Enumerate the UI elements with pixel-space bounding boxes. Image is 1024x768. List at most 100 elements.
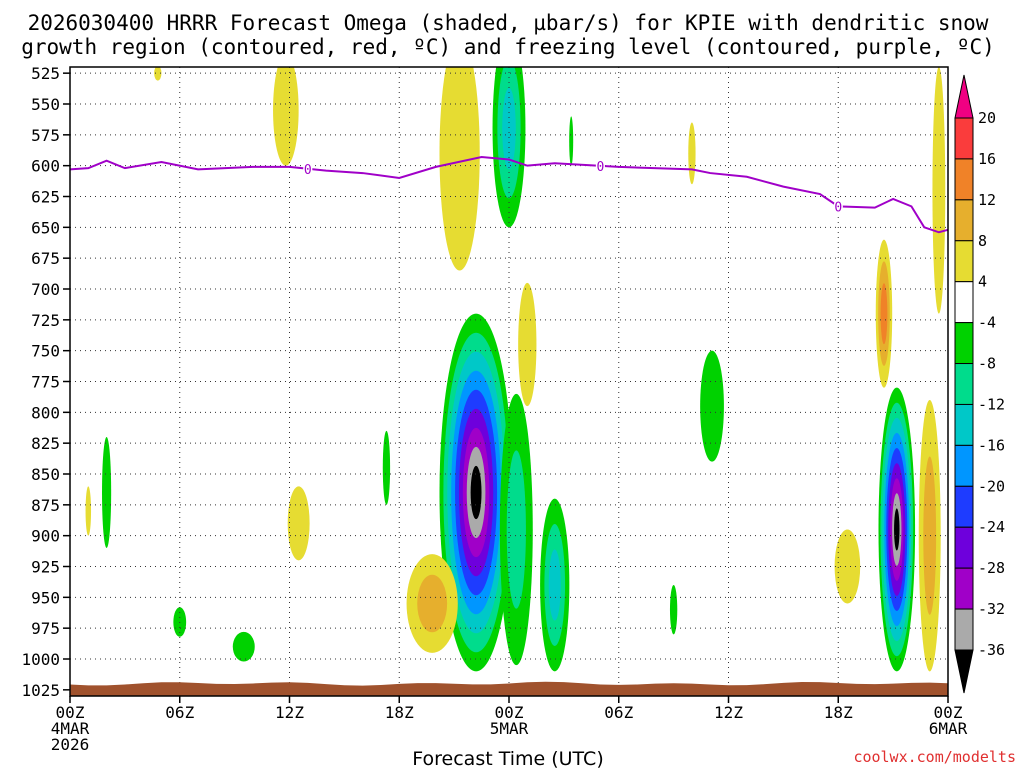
omega-level-ellipse	[417, 574, 448, 633]
omega-level-ellipse	[894, 508, 900, 551]
x-tick-date-label: 2026	[51, 735, 90, 754]
freezing-level-contour: 0 0 0	[69, 156, 949, 234]
omega-feature-sink-upper-23z	[932, 67, 946, 314]
y-tick-label: 850	[31, 465, 60, 484]
y-tick-label: 825	[31, 434, 60, 453]
y-tick-label: 575	[31, 126, 60, 145]
x-tick-label: 12Z	[714, 703, 743, 722]
y-tick-label: 750	[31, 342, 60, 361]
colorbar-tick-label: 16	[978, 150, 996, 168]
y-tick-label: 525	[31, 64, 60, 83]
x-tick-label: 00Z	[934, 703, 963, 722]
colorbar-tick-label: -28	[978, 559, 1005, 577]
omega-feature-sink-low-23z	[918, 400, 941, 672]
omega-feature-sink-upper-10z	[688, 122, 696, 185]
omega-feature-sink-low-20z	[406, 554, 458, 653]
y-tick-label: 600	[31, 157, 60, 176]
y-tick-label: 550	[31, 95, 60, 114]
freezing-level-contour-label: 0	[834, 200, 842, 215]
credit-text: coolwx.com/modelts	[853, 748, 1016, 766]
omega-feature-ascent-small-10z	[232, 631, 255, 662]
omega-level-ellipse	[470, 465, 482, 520]
omega-feature-ascent-11z	[700, 350, 724, 462]
omega-feature-ascent-core-5mar	[439, 313, 513, 672]
x-tick-label: 18Z	[385, 703, 414, 722]
colorbar-tick-label: -32	[978, 600, 1005, 618]
omega-level-ellipse	[932, 67, 946, 314]
colorbar-tick-label: -4	[978, 314, 996, 332]
colorbar-bin	[954, 403, 974, 446]
y-tick-label: 875	[31, 496, 60, 515]
omega-feature-ascent-small-03z	[569, 116, 574, 166]
omega-level-ellipse	[518, 282, 537, 407]
y-tick-label: 900	[31, 527, 60, 546]
x-tick-label: 12Z	[275, 703, 304, 722]
colorbar-tick-label: -8	[978, 355, 996, 373]
omega-level-ellipse	[506, 450, 526, 609]
colorbar-top-triangle	[954, 74, 974, 119]
colorbar-bin	[954, 485, 974, 528]
terrain-fill	[70, 681, 948, 696]
freezing-level-contour-label: 0	[597, 160, 605, 175]
omega-feature-sink-mid-12z	[287, 486, 310, 561]
y-axis-ticks: 525 550 575 600 625 650 675 700 725 750 775 800 825 8…	[21, 64, 70, 700]
y-tick-label: 775	[31, 373, 60, 392]
omega-level-ellipse	[700, 350, 724, 462]
omega-level-ellipse	[273, 67, 299, 166]
omega-feature-sink-mid-21z	[875, 239, 893, 388]
omega-level-ellipse	[669, 585, 678, 635]
omega-level-ellipse	[85, 486, 92, 536]
y-tick-label: 625	[31, 188, 60, 207]
omega-level-ellipse	[502, 88, 516, 170]
colorbar-tick-label: -24	[978, 518, 1005, 536]
colorbar-bin	[954, 281, 974, 324]
omega-feature-ascent-secondary-03z	[540, 498, 570, 672]
colorbar-bin	[954, 158, 974, 201]
omega-level-ellipse	[102, 437, 112, 548]
chart-title-line-2: growth region (contoured, red, ºC) and f…	[21, 35, 995, 59]
omega-level-ellipse	[439, 67, 480, 271]
y-tick-label: 1025	[21, 681, 60, 700]
omega-feature-sink-small-04z	[154, 67, 162, 81]
omega-level-ellipse	[834, 529, 861, 604]
colorbar-bin	[954, 199, 974, 242]
omega-feature-sink-small-00z	[85, 486, 92, 536]
freezing-level-contour-label: 0	[304, 163, 312, 178]
omega-level-ellipse	[154, 67, 162, 81]
y-tick-label: 650	[31, 218, 60, 237]
y-tick-label: 800	[31, 403, 60, 422]
x-tick-label: 06Z	[604, 703, 633, 722]
chart-title-line-1: 2026030400 HRRR Forecast Omega (shaded, …	[28, 11, 989, 35]
y-tick-label: 925	[31, 558, 60, 577]
omega-level-ellipse	[688, 122, 696, 185]
plot-area	[85, 67, 946, 672]
x-tick-label: 06Z	[165, 703, 194, 722]
omega-level-ellipse	[569, 116, 574, 166]
x-tick-label: 18Z	[824, 703, 853, 722]
colorbar-bin	[954, 240, 974, 283]
colorbar-bin	[954, 363, 974, 405]
omega-feature-ascent-core-5mar-east	[499, 393, 533, 666]
colorbar-bin	[954, 567, 974, 610]
omega-level-ellipse	[382, 430, 391, 505]
colorbar-bin	[954, 608, 974, 651]
omega-feature-sink-mid-01z	[518, 282, 537, 407]
omega-feature-ascent-small-09z	[669, 585, 678, 635]
omega-level-ellipse	[923, 456, 937, 615]
colorbar-tick-label: -16	[978, 436, 1005, 454]
colorbar-tick-label: -12	[978, 395, 1005, 413]
y-tick-label: 1000	[21, 650, 60, 669]
colorbar-tick-label: -20	[978, 477, 1005, 495]
omega-feature-ascent-core-6mar	[878, 387, 916, 672]
colorbar-bin	[954, 526, 974, 569]
y-tick-label: 975	[31, 619, 60, 638]
terrain-band	[70, 681, 948, 696]
colorbar-tick-label: 20	[978, 109, 996, 127]
y-tick-label: 950	[31, 588, 60, 607]
omega-level-ellipse	[287, 486, 310, 561]
omega-feature-sink-upper-21z	[439, 67, 480, 271]
colorbar: 20 16 12 8 4 -4 -8 -12 -16 -20 -24 -28 -32 -36	[954, 74, 1005, 694]
omega-level-ellipse	[232, 631, 255, 662]
freezing-level-line	[69, 156, 949, 234]
